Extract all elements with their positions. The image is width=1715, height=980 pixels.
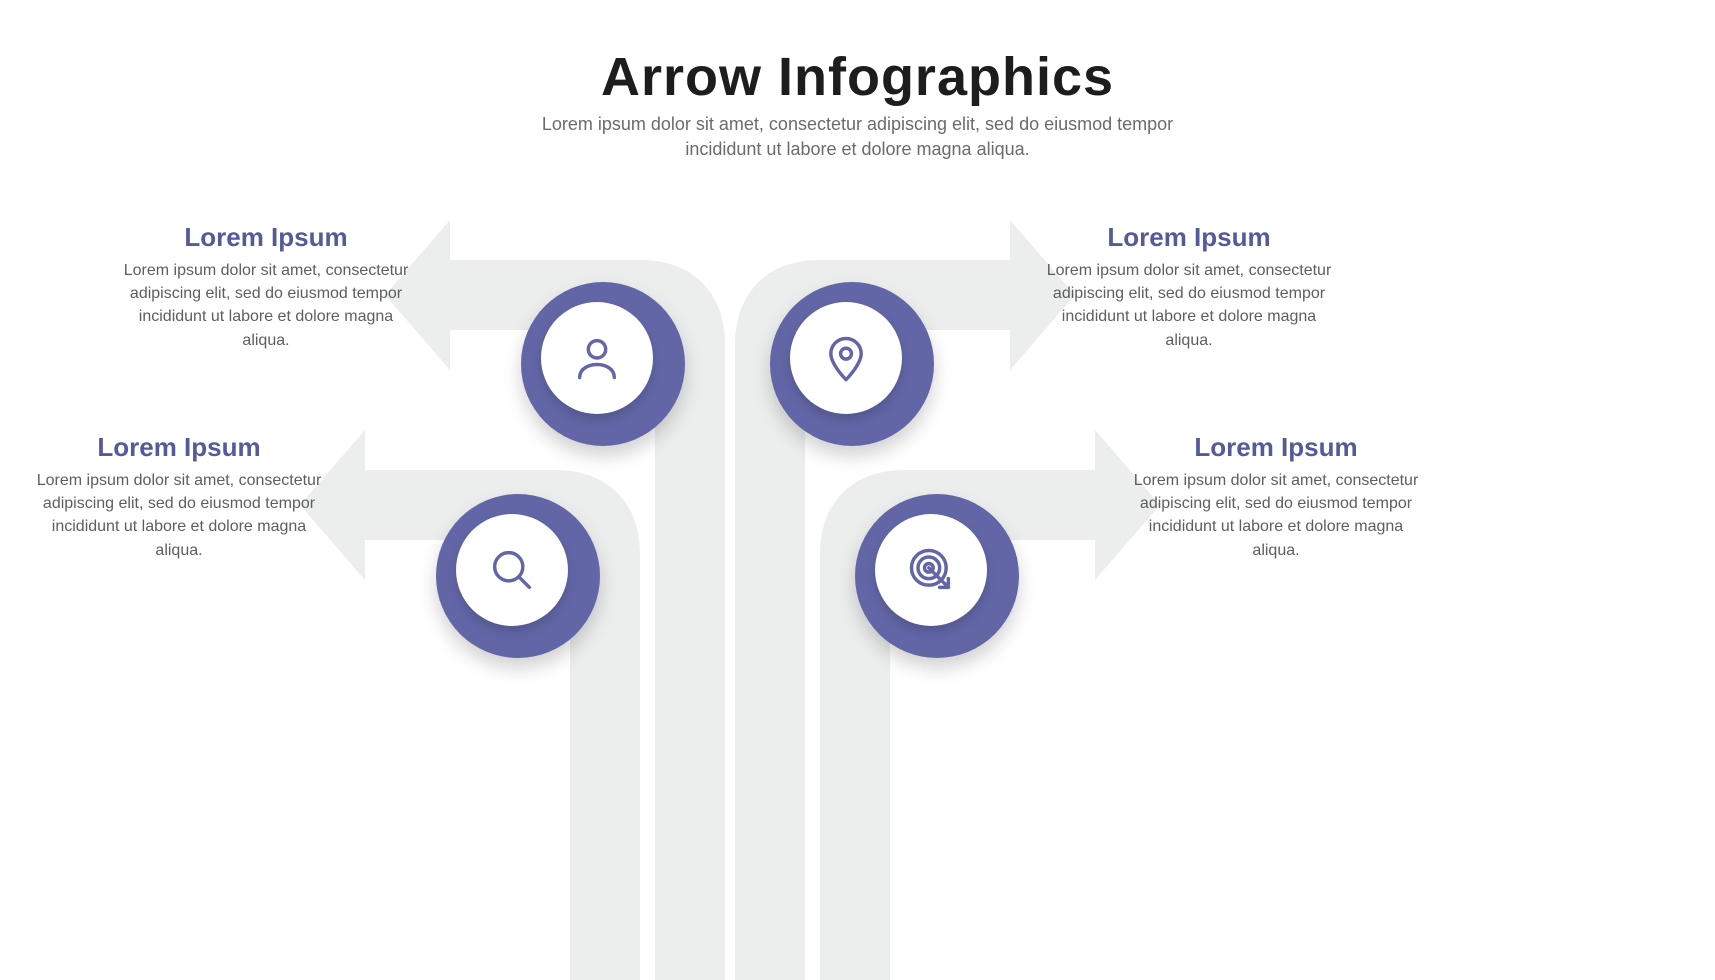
block-bottom-right: Lorem Ipsum Lorem ipsum dolor sit amet, … [1126,432,1426,562]
node-top_left [521,282,685,446]
block-body: Lorem ipsum dolor sit amet, consectetur … [1039,259,1339,352]
main-title: Arrow Infographics [0,46,1715,108]
node-bottom_right [855,494,1019,658]
pin-icon [790,302,902,414]
block-body: Lorem ipsum dolor sit amet, consectetur … [1126,469,1426,562]
node-bottom_left [436,494,600,658]
block-heading: Lorem Ipsum [29,432,329,463]
target-icon [875,514,987,626]
block-bottom-left: Lorem Ipsum Lorem ipsum dolor sit amet, … [29,432,329,562]
main-subtitle: Lorem ipsum dolor sit amet, consectetur … [538,112,1178,162]
stage: Arrow Infographics Lorem ipsum dolor sit… [0,0,1715,980]
block-heading: Lorem Ipsum [1126,432,1426,463]
block-top-left: Lorem Ipsum Lorem ipsum dolor sit amet, … [116,222,416,352]
block-body: Lorem ipsum dolor sit amet, consectetur … [29,469,329,562]
search-icon [456,514,568,626]
block-body: Lorem ipsum dolor sit amet, consectetur … [116,259,416,352]
node-top_right [770,282,934,446]
block-heading: Lorem Ipsum [116,222,416,253]
person-icon [541,302,653,414]
block-heading: Lorem Ipsum [1039,222,1339,253]
block-top-right: Lorem Ipsum Lorem ipsum dolor sit amet, … [1039,222,1339,352]
